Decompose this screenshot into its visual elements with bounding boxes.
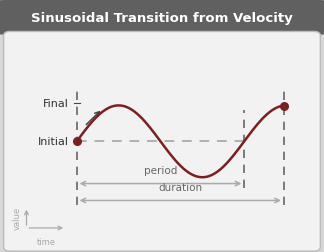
Text: Sinusoidal Transition from Velocity: Sinusoidal Transition from Velocity	[31, 12, 293, 25]
Text: time: time	[37, 237, 56, 246]
Text: value: value	[13, 206, 22, 229]
Text: period: period	[144, 166, 177, 175]
Text: duration: duration	[158, 182, 202, 192]
Text: Final: Final	[43, 99, 69, 109]
FancyBboxPatch shape	[0, 1, 324, 36]
Text: Initial: Initial	[38, 137, 69, 147]
FancyBboxPatch shape	[4, 32, 320, 251]
